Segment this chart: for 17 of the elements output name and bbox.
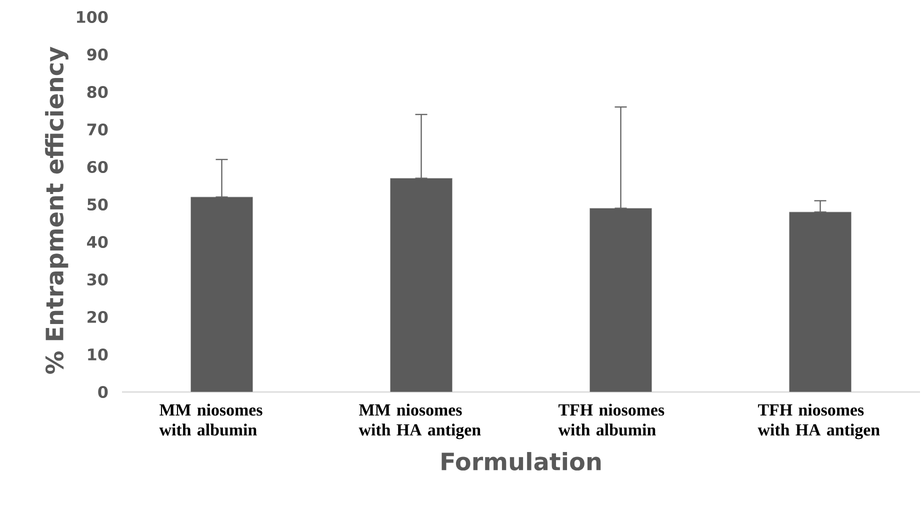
y-tick-label: 40 xyxy=(87,236,108,248)
y-axis-title: % Entrapment efficiency xyxy=(45,46,68,374)
x-tick-label: TFH niosomes with HA antigen xyxy=(758,404,880,440)
y-tick-label: 70 xyxy=(87,123,108,136)
x-tick-label: TFH niosomes with albumin xyxy=(558,404,664,436)
y-tick-label: 20 xyxy=(88,310,108,324)
y-tick-label: 60 xyxy=(87,160,108,174)
y-tick-label: 100 xyxy=(77,10,108,24)
y-tick-label: 10 xyxy=(88,348,108,361)
y-tick-label: 50 xyxy=(88,198,108,211)
x-axis-title: Formulation xyxy=(442,452,601,471)
y-tick-label: 80 xyxy=(87,86,108,98)
x-tick-label: MM niosomes with albumin xyxy=(159,404,262,436)
x-tick-label: MM niosomes with HA antigen xyxy=(358,404,481,440)
y-tick-label: 0 xyxy=(98,386,108,398)
y-tick-label: 90 xyxy=(87,48,108,61)
y-tick-label: 30 xyxy=(87,273,108,286)
